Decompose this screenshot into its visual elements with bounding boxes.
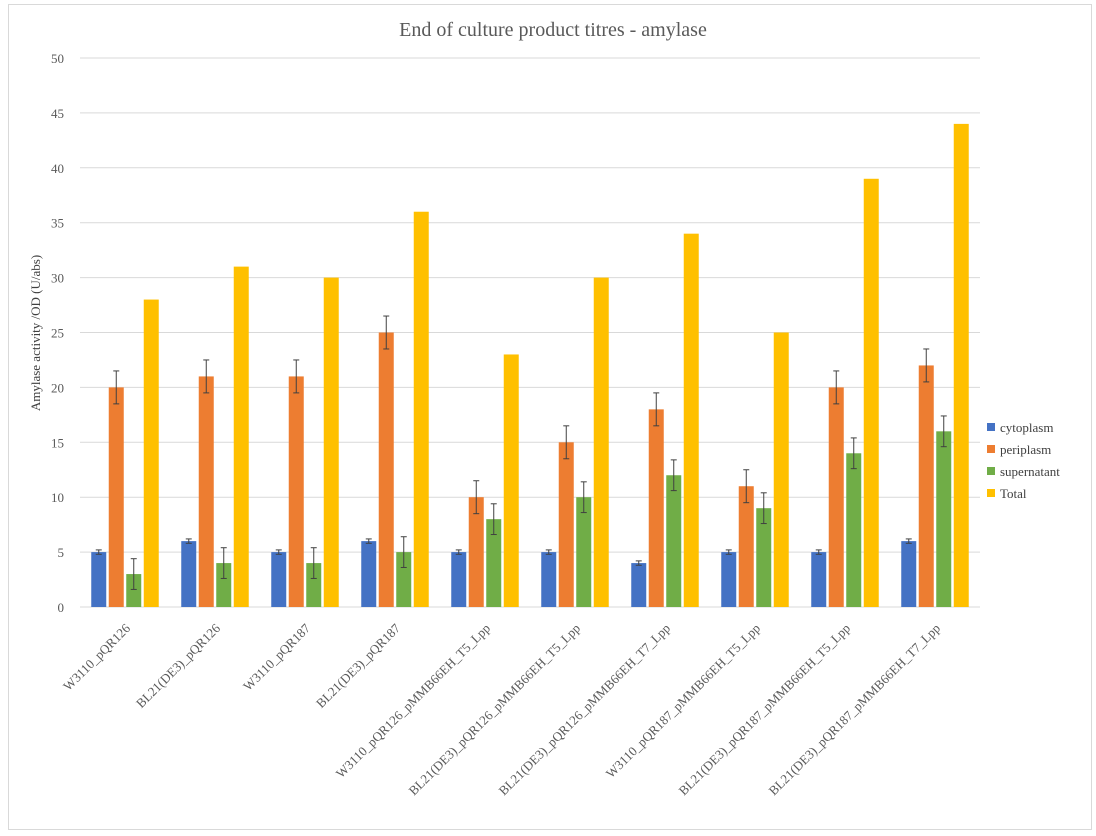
- x-category-label: BL21(DE3)_pQR187_pMMB66EH_T7_Lpp: [766, 621, 944, 799]
- bar-total: [323, 277, 339, 607]
- x-category-label: W3110_pQR126: [60, 620, 133, 693]
- bar-periplasm: [738, 486, 754, 607]
- legend-swatch-periplasm: [987, 445, 995, 453]
- y-tick-label: 5: [58, 545, 65, 560]
- x-category-label: W3110_pQR187_pMMB66EH_T5_Lpp: [603, 621, 763, 781]
- error-bars: [95, 315, 947, 590]
- bar-periplasm: [918, 365, 934, 607]
- legend-label-cytoplasm: cytoplasm: [1000, 420, 1053, 435]
- bar-supernatant: [756, 508, 772, 607]
- chart-frame: [8, 4, 1092, 830]
- bar-periplasm: [108, 387, 124, 607]
- y-tick-label: 45: [51, 106, 64, 121]
- bar-periplasm: [468, 497, 484, 607]
- y-tick-label: 20: [51, 380, 64, 395]
- bar-cytoplasm: [811, 552, 827, 607]
- bar-supernatant: [396, 552, 412, 607]
- bar-total: [683, 233, 699, 607]
- legend-label-periplasm: periplasm: [1000, 442, 1051, 457]
- y-tick-label: 25: [51, 326, 64, 341]
- y-tick-label: 35: [51, 216, 64, 231]
- bar-cytoplasm: [451, 552, 467, 607]
- legend: cytoplasm periplasm supernatant Total: [987, 420, 1060, 501]
- bar-total: [593, 277, 609, 607]
- bar-cytoplasm: [181, 541, 197, 607]
- legend-label-total: Total: [1000, 486, 1027, 501]
- bars: [91, 123, 969, 607]
- bar-supernatant: [576, 497, 592, 607]
- x-category-label: BL21(DE3)_pQR126_pMMB66EH_T5_Lpp: [406, 621, 584, 799]
- x-axis-labels: W3110_pQR126 BL21(DE3)_pQR126 W3110_pQR187…: [60, 620, 943, 798]
- bar-supernatant: [666, 475, 682, 607]
- bar-cytoplasm: [901, 541, 917, 607]
- y-tick-label: 10: [51, 490, 64, 505]
- x-category-label: W3110_pQR126_pMMB66EH_T5_Lpp: [333, 621, 493, 781]
- bar-supernatant: [486, 519, 502, 607]
- bar-cytoplasm: [271, 552, 287, 607]
- y-axis-ticks: 0 5 10 15 20 25 30 35 40 45 50: [51, 51, 64, 615]
- bar-total: [413, 211, 429, 607]
- legend-swatch-cytoplasm: [987, 423, 995, 431]
- y-tick-label: 30: [51, 271, 64, 286]
- x-category-label: BL21(DE3)_pQR187: [313, 620, 404, 711]
- chart-title: End of culture product titres - amylase: [399, 19, 707, 41]
- bar-periplasm: [648, 409, 664, 607]
- bar-periplasm: [288, 376, 304, 607]
- bar-total: [773, 332, 789, 607]
- bar-cytoplasm: [721, 552, 737, 607]
- bar-cytoplasm: [361, 541, 377, 607]
- x-category-label: BL21(DE3)_pQR126: [133, 620, 224, 711]
- bar-total: [233, 266, 249, 607]
- bar-periplasm: [378, 332, 394, 607]
- gridlines: [80, 57, 980, 608]
- bar-supernatant: [936, 431, 952, 607]
- legend-swatch-total: [987, 489, 995, 497]
- bar-cytoplasm: [631, 563, 647, 607]
- bar-supernatant: [846, 453, 862, 607]
- y-tick-label: 40: [51, 161, 64, 176]
- x-category-label: W3110_pQR187: [240, 620, 313, 693]
- bar-supernatant: [306, 563, 322, 607]
- bar-total: [953, 123, 969, 607]
- bar-supernatant: [216, 563, 232, 607]
- bar-periplasm: [828, 387, 844, 607]
- bar-total: [143, 299, 159, 607]
- y-axis-title: Amylase activity /OD (U/abs): [28, 255, 43, 411]
- bar-periplasm: [558, 442, 574, 607]
- y-tick-label: 50: [51, 51, 64, 66]
- bar-cytoplasm: [91, 552, 107, 607]
- bar-total: [863, 178, 879, 607]
- bar-total: [503, 354, 519, 607]
- x-category-label: BL21(DE3)_pQR187_pMMB66EH_T5_Lpp: [676, 621, 854, 799]
- y-tick-label: 15: [51, 435, 64, 450]
- x-category-label: BL21(DE3)_pQR126_pMMB66EH_T7_Lpp: [496, 621, 674, 799]
- y-tick-label: 0: [58, 600, 65, 615]
- bar-supernatant: [126, 574, 142, 607]
- legend-label-supernatant: supernatant: [1000, 464, 1060, 479]
- bar-cytoplasm: [541, 552, 557, 607]
- legend-swatch-supernatant: [987, 467, 995, 475]
- bar-periplasm: [198, 376, 214, 607]
